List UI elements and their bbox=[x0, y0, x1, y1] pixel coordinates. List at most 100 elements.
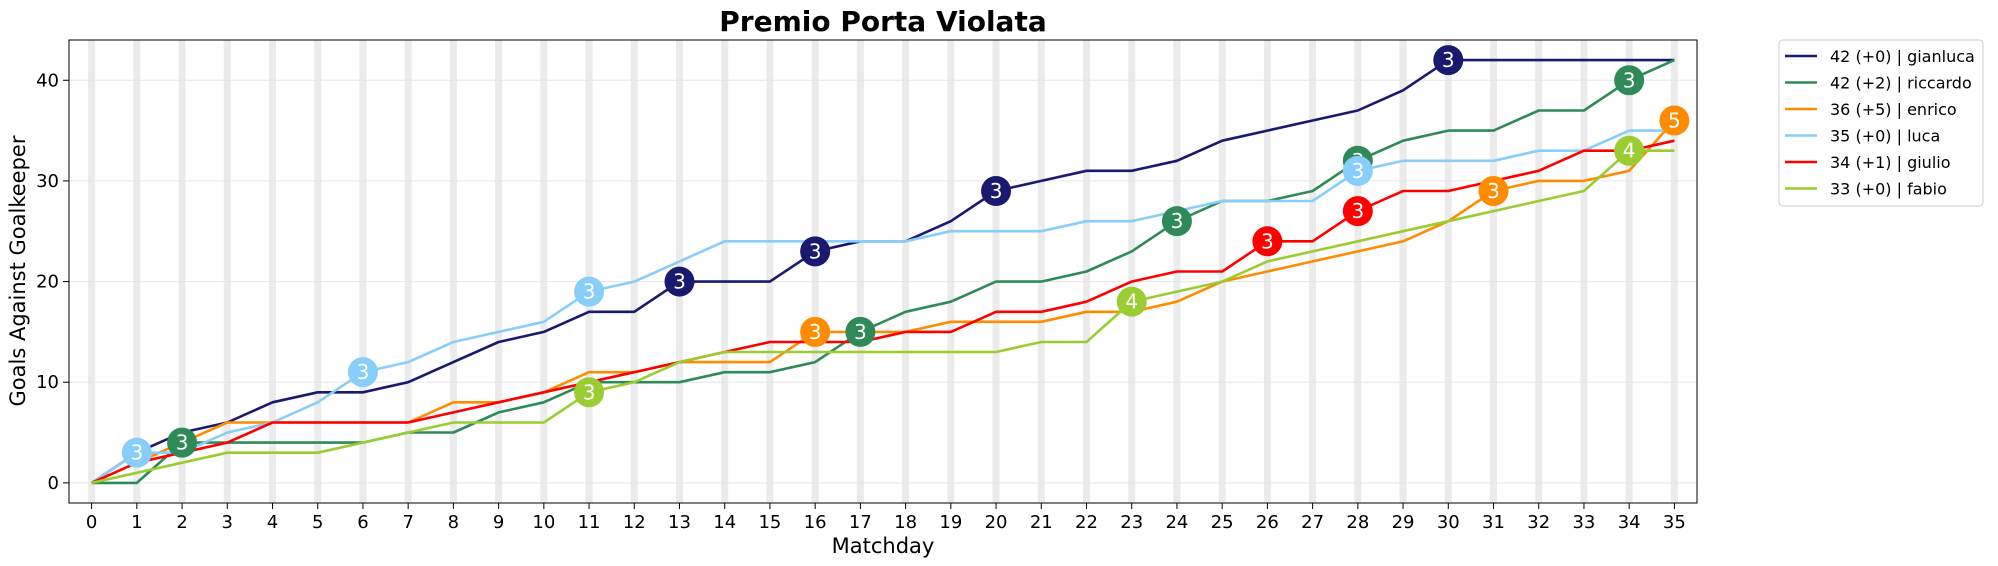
x-tick-label: 27 bbox=[1301, 512, 1324, 533]
y-tick-label: 0 bbox=[48, 473, 59, 494]
marker-label: 3 bbox=[1351, 199, 1364, 223]
matchday-stripe bbox=[1670, 40, 1678, 503]
series-marker bbox=[1342, 155, 1373, 186]
matchday-stripe bbox=[1535, 40, 1543, 503]
grid bbox=[69, 79, 1697, 484]
y-axis-title: Goals Against Goalkeeper bbox=[6, 135, 30, 406]
legend-entry: 36 (+5) | enrico bbox=[1830, 100, 1957, 119]
y-axis: 0 10 20 30 40 bbox=[36, 70, 69, 494]
x-tick-label: 25 bbox=[1211, 512, 1234, 533]
x-tick-label: 22 bbox=[1075, 512, 1098, 533]
marker-label: 3 bbox=[357, 360, 370, 384]
y-tick-label: 20 bbox=[36, 272, 59, 293]
matchday-stripes bbox=[88, 40, 1678, 503]
x-tick-label: 31 bbox=[1482, 512, 1505, 533]
x-tick-label: 28 bbox=[1346, 512, 1369, 533]
series-marker bbox=[1116, 286, 1147, 317]
marker-label: 3 bbox=[809, 239, 822, 263]
x-tick-label: 2 bbox=[176, 512, 187, 533]
series-lines bbox=[90, 58, 1676, 485]
series-line bbox=[90, 129, 1675, 484]
series-marker bbox=[167, 427, 198, 458]
x-tick-label: 12 bbox=[623, 512, 646, 533]
legend-entry: 33 (+0) | fabio bbox=[1830, 180, 1947, 199]
matchday-stripe bbox=[1309, 40, 1317, 503]
marker-label: 3 bbox=[1487, 179, 1500, 203]
legend-box bbox=[1778, 39, 1984, 207]
x-tick-label: 0 bbox=[86, 512, 97, 533]
series-marker bbox=[1433, 45, 1464, 76]
x-tick-label: 16 bbox=[804, 512, 827, 533]
series-marker bbox=[800, 316, 831, 347]
matchday-stripe bbox=[585, 40, 593, 503]
series-marker bbox=[981, 175, 1012, 206]
series-marker bbox=[1252, 226, 1283, 257]
x-tick-label: 5 bbox=[312, 512, 323, 533]
x-tick-label: 1 bbox=[131, 512, 142, 533]
x-tick-label: 17 bbox=[849, 512, 872, 533]
x-tick-label: 23 bbox=[1120, 512, 1143, 533]
matchday-stripe bbox=[1444, 40, 1452, 503]
matchday-stripe bbox=[540, 40, 548, 503]
legend-entry: 34 (+1) | giulio bbox=[1830, 153, 1951, 172]
x-tick-label: 4 bbox=[267, 512, 278, 533]
x-tick-label: 11 bbox=[578, 512, 601, 533]
series-marker bbox=[121, 437, 152, 468]
matchday-stripe bbox=[178, 40, 186, 503]
matchday-stripe bbox=[947, 40, 955, 503]
series-marker bbox=[1478, 175, 1509, 206]
y-tick-label: 40 bbox=[36, 70, 59, 91]
matchday-stripe bbox=[359, 40, 367, 503]
series-line bbox=[90, 58, 1675, 484]
matchday-stripe bbox=[1037, 40, 1045, 503]
series-marker bbox=[574, 377, 605, 408]
series-marker bbox=[1614, 65, 1645, 96]
series-line bbox=[91, 119, 1676, 485]
x-tick-label: 8 bbox=[448, 512, 459, 533]
matchday-stripe bbox=[1399, 40, 1407, 503]
x-tick-label: 10 bbox=[532, 512, 555, 533]
matchday-stripe bbox=[449, 40, 457, 503]
matchday-stripe bbox=[495, 40, 503, 503]
marker-label: 3 bbox=[176, 431, 189, 455]
marker-label: 3 bbox=[809, 320, 822, 344]
x-axis-title: Matchday bbox=[832, 534, 935, 558]
x-tick-label: 24 bbox=[1165, 512, 1188, 533]
matchday-stripe bbox=[404, 40, 412, 503]
matchday-stripe bbox=[88, 40, 96, 503]
marker-label: 3 bbox=[1623, 68, 1636, 92]
series-marker bbox=[1659, 105, 1690, 136]
series-marker bbox=[800, 236, 831, 267]
y-tick-label: 10 bbox=[36, 372, 59, 393]
series-marker bbox=[347, 357, 378, 388]
marker-label: 3 bbox=[130, 441, 143, 465]
x-tick-label: 21 bbox=[1030, 512, 1053, 533]
x-tick-label: 18 bbox=[894, 512, 917, 533]
matchday-stripe bbox=[902, 40, 910, 503]
marker-label: 3 bbox=[583, 380, 596, 404]
series-line bbox=[91, 149, 1675, 485]
x-tick-label: 29 bbox=[1392, 512, 1415, 533]
x-tick-label: 33 bbox=[1572, 512, 1595, 533]
legend: 42 (+0) | gianluca 42 (+2) | riccardo 36 (… bbox=[1778, 39, 1984, 207]
x-tick-label: 20 bbox=[985, 512, 1008, 533]
plot-area bbox=[68, 39, 1698, 504]
series-line bbox=[91, 58, 1675, 485]
marker-label: 5 bbox=[1668, 109, 1681, 133]
marker-label: 3 bbox=[1442, 48, 1455, 72]
x-tick-label: 7 bbox=[402, 512, 413, 533]
series-marker bbox=[1161, 206, 1192, 237]
x-tick-label: 14 bbox=[713, 512, 736, 533]
matchday-stripe bbox=[811, 40, 819, 503]
x-tick-label: 13 bbox=[668, 512, 691, 533]
matchday-stripe bbox=[314, 40, 322, 503]
series-marker bbox=[1614, 135, 1645, 166]
legend-entry: 35 (+0) | luca bbox=[1830, 127, 1940, 146]
series-marker bbox=[1342, 196, 1373, 227]
marker-label: 3 bbox=[854, 320, 867, 344]
x-tick-label: 34 bbox=[1618, 512, 1641, 533]
series-marker bbox=[574, 276, 605, 307]
marker-label: 3 bbox=[1261, 229, 1274, 253]
series-markers: 333333333335333333344 bbox=[121, 45, 1690, 468]
